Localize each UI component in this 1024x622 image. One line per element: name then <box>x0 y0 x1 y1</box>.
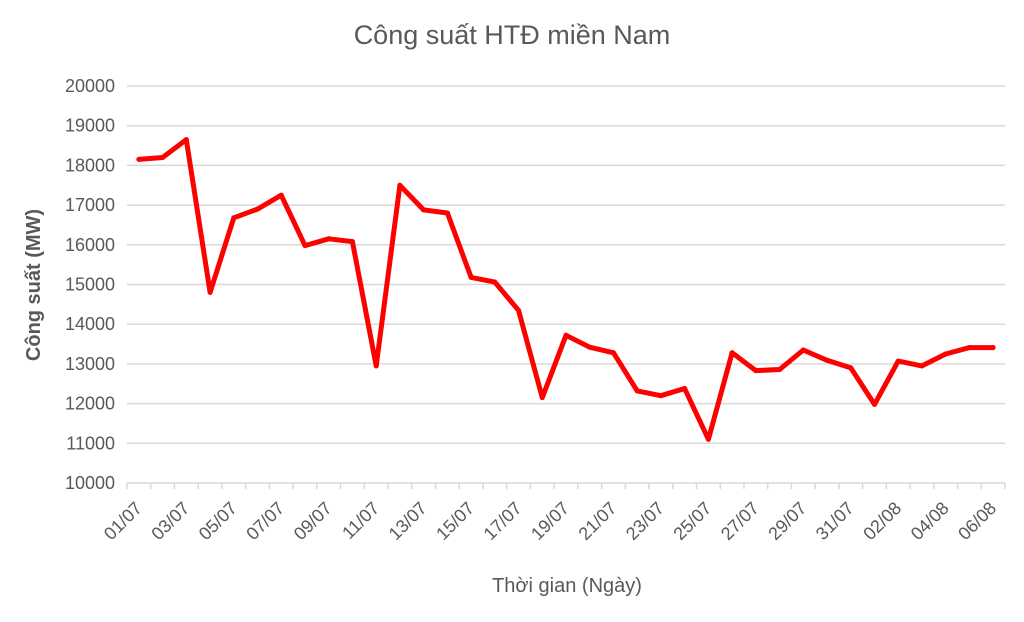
data-point <box>705 436 711 442</box>
series-line <box>136 137 996 442</box>
x-tick-label: 31/07 <box>812 498 858 544</box>
x-tick-label: 29/07 <box>764 498 810 544</box>
x-tick-label: 05/07 <box>195 498 241 544</box>
y-tick-label: 14000 <box>65 314 115 334</box>
data-point <box>895 358 901 364</box>
data-point <box>136 156 142 162</box>
data-point <box>516 307 521 313</box>
y-tick-label: 18000 <box>65 155 115 175</box>
data-point <box>326 236 332 242</box>
data-point <box>966 345 972 351</box>
data-point <box>682 386 688 391</box>
data-point <box>848 365 854 371</box>
data-point <box>729 350 735 356</box>
data-point <box>943 351 949 357</box>
data-point <box>563 332 569 338</box>
x-tick-label: 07/07 <box>242 498 288 544</box>
y-tick-label: 15000 <box>65 275 115 295</box>
data-point <box>468 274 474 280</box>
data-point <box>587 344 593 350</box>
x-tick-label: 11/07 <box>338 498 383 543</box>
x-tick-label: 06/08 <box>954 498 1000 544</box>
y-tick-label: 12000 <box>65 394 115 414</box>
data-point <box>231 215 237 221</box>
x-axis: 01/07 03/07 05/07 07/07 09/07 11/07 13/07 15/07… <box>100 483 1006 544</box>
y-tick-label: 13000 <box>65 354 115 374</box>
x-axis-title: Thời gian (Ngày) <box>492 575 642 597</box>
data-point <box>278 192 284 198</box>
data-point <box>611 350 616 356</box>
data-point <box>302 243 308 249</box>
chart-title: Công suất HTĐ miền Nam <box>354 20 671 50</box>
y-axis: 10000 11000 12000 13000 14000 15000 16000 17000… <box>65 76 115 493</box>
y-tick-label: 16000 <box>65 235 115 255</box>
data-point <box>919 363 925 369</box>
x-tick-label: 03/07 <box>147 498 193 544</box>
data-point <box>824 357 830 363</box>
data-point <box>255 206 260 212</box>
y-tick-label: 11000 <box>66 433 115 453</box>
data-point <box>800 347 806 353</box>
y-tick-label: 10000 <box>65 473 115 493</box>
x-tick-label: 27/07 <box>717 498 763 544</box>
x-tick-label: 13/07 <box>385 498 431 544</box>
data-point <box>539 395 545 401</box>
data-point <box>872 401 877 407</box>
data-point <box>990 345 996 351</box>
data-point <box>397 182 403 188</box>
x-tick-label: 23/07 <box>622 498 668 544</box>
data-point <box>753 368 759 374</box>
y-tick-label: 19000 <box>65 116 115 136</box>
data-point <box>421 207 427 213</box>
data-point <box>207 289 213 295</box>
x-tick-label: 01/07 <box>100 498 146 544</box>
series-layer <box>136 137 996 442</box>
y-tick-label: 20000 <box>65 76 115 96</box>
x-tick-label: 17/07 <box>480 498 526 544</box>
data-point <box>777 367 783 372</box>
y-axis-title: Công suất (MW) <box>23 209 45 361</box>
x-tick-label: 19/07 <box>527 498 573 544</box>
data-point <box>160 155 166 160</box>
gridlines <box>127 85 1005 484</box>
y-tick-label: 17000 <box>65 195 115 215</box>
data-point <box>444 210 450 216</box>
data-point <box>349 239 355 245</box>
data-point <box>634 388 640 394</box>
x-tick-label: 02/08 <box>859 498 905 544</box>
data-point <box>183 137 189 143</box>
x-tick-label: 25/07 <box>669 498 715 544</box>
x-tick-label: 15/07 <box>432 498 478 544</box>
x-tick-label: 04/08 <box>907 498 953 544</box>
data-point <box>658 393 664 399</box>
x-tick-label: 09/07 <box>290 498 336 544</box>
data-point <box>373 363 379 369</box>
data-point <box>492 279 498 285</box>
x-tick-label: 21/07 <box>575 498 621 544</box>
